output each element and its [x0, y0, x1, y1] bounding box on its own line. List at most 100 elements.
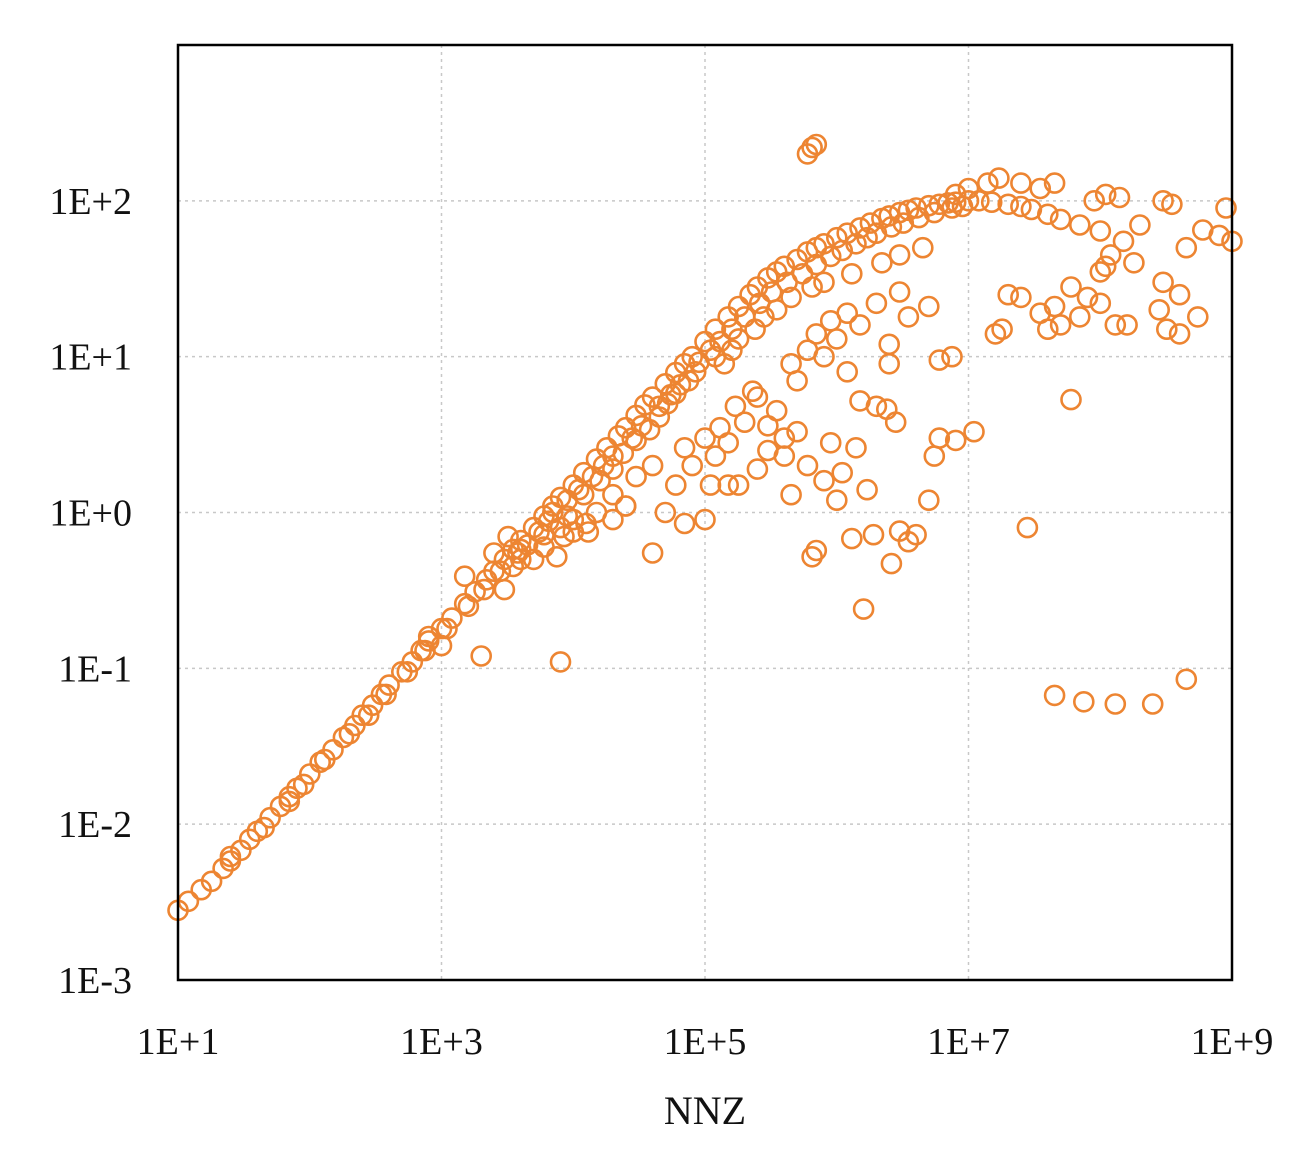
scatter-point [1076, 286, 1099, 309]
scatter-point [988, 167, 1010, 189]
scatter-point [1094, 183, 1117, 206]
scatter-point [522, 548, 545, 571]
scatter-point [1123, 251, 1145, 274]
scatter-point [378, 674, 400, 696]
scatter-point [831, 239, 854, 262]
scatter-point [917, 489, 940, 512]
scatter-point [497, 525, 519, 548]
scatter-point [944, 183, 967, 206]
scatter-point [493, 578, 516, 601]
scatter-point [694, 427, 716, 449]
scatter-point [278, 790, 301, 813]
scatter-point [253, 816, 275, 839]
scatter-point [796, 454, 819, 477]
scatter-point [813, 233, 835, 255]
y-tick-label: 1E-3 [58, 960, 132, 1002]
scatter-point [1099, 244, 1122, 266]
scatter-point [819, 431, 842, 454]
scatter-point [219, 845, 242, 868]
plot-area-frame [176, 43, 1234, 982]
scatter-point [786, 420, 808, 443]
scatter-point [840, 262, 863, 285]
scatter-point [453, 565, 476, 588]
scatter-point [1060, 276, 1082, 298]
scatter-point [878, 352, 901, 375]
scatter-point [1175, 236, 1198, 259]
x-tick-label: 1E+1 [137, 1021, 220, 1063]
scatter-point [888, 281, 911, 303]
tick-labels: 1E+1 1E+3 1E+5 1E+7 1E+9 1E-3 1E-2 1E-1 1E+0 1E+1… [49, 181, 1273, 1063]
scatter-point [602, 483, 624, 506]
scatter-point [417, 625, 440, 648]
scatter-point [888, 244, 911, 266]
scatter-point [849, 390, 871, 412]
scatter-point [957, 177, 980, 200]
scatter-point [1168, 283, 1191, 306]
scatter-point [1037, 318, 1059, 341]
scatter-point [509, 548, 532, 571]
scatter-point [1073, 690, 1095, 713]
scatter-point [1104, 314, 1127, 336]
scatter-point [1089, 292, 1112, 315]
scatter-point [309, 751, 332, 774]
scatter-point [1043, 172, 1066, 194]
scatter-point [602, 458, 624, 480]
scatter-point [1043, 684, 1066, 707]
scatter-point [1016, 516, 1039, 539]
scatter-point [773, 445, 796, 467]
scatter-point [567, 478, 590, 501]
scatter-point [845, 436, 867, 459]
scatter-point [825, 226, 848, 249]
scatter-point [825, 489, 848, 512]
scatter-point [941, 197, 963, 219]
scatter-point [862, 523, 885, 546]
x-tick-label: 1E+5 [664, 1021, 747, 1063]
scatter-point [871, 251, 893, 274]
scatter-point [746, 386, 769, 408]
scatter-point [746, 458, 769, 480]
scatter-point [483, 542, 505, 564]
scatter-point [721, 339, 743, 362]
scatter-point [801, 276, 823, 298]
scatter-point [1156, 318, 1178, 341]
scatter-point [1069, 214, 1091, 236]
scatter-point [681, 345, 704, 368]
scatter-point [976, 172, 999, 194]
scatter-point [681, 454, 704, 477]
scatter-point [625, 429, 647, 452]
scatter-point [704, 318, 727, 341]
scatter-point [641, 542, 664, 564]
scatter-point [963, 420, 985, 443]
scatter-point [1152, 271, 1174, 294]
scatter-point [1116, 314, 1138, 336]
scatter-point [836, 302, 859, 325]
scatter-point [457, 595, 480, 618]
scatter-point [338, 722, 361, 745]
scatter-point [765, 298, 788, 321]
scatter-point [813, 469, 835, 492]
x-tick-label: 1E+9 [1191, 1021, 1274, 1063]
scatter-point [825, 328, 848, 350]
scatter-point [441, 607, 463, 629]
scatter-point [614, 495, 637, 517]
scatter-point [852, 598, 875, 620]
scatter-point [1148, 298, 1170, 321]
scatter-point [724, 395, 747, 418]
scatter-point [884, 411, 907, 434]
scatter-point [917, 295, 940, 318]
scatter-point [212, 857, 234, 880]
y-tick-label: 1E+2 [49, 181, 132, 223]
scatter-point [1104, 693, 1127, 715]
scatter-point [549, 651, 572, 673]
scatter-point [765, 399, 788, 422]
scatter-point [805, 323, 828, 345]
scatter-point [1060, 388, 1082, 411]
scatter-point [856, 478, 878, 501]
scatter-point [664, 474, 687, 496]
scatter-point [562, 508, 585, 531]
scatter-point [997, 193, 1020, 216]
scatter-point [753, 306, 775, 328]
x-tick-label: 1E+7 [927, 1021, 1010, 1063]
